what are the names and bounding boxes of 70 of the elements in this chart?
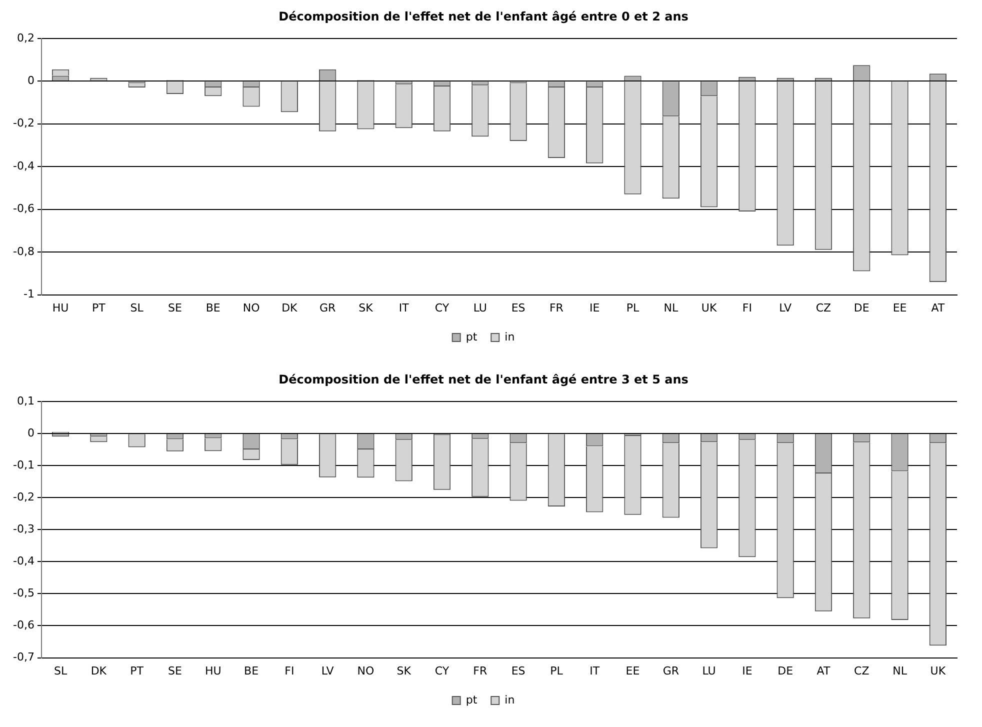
y-tick-label: 0,2 <box>16 31 34 44</box>
x-tick-label: GR <box>662 664 680 678</box>
x-tick-label: BE <box>206 301 220 314</box>
x-tick-label: NO <box>357 664 374 678</box>
x-tick-label: LU <box>702 664 716 678</box>
x-tick-label: PT <box>130 664 144 678</box>
x-tick-label: IE <box>742 664 752 678</box>
x-tick-label: ES <box>511 664 526 678</box>
x-tick-label: LV <box>779 301 792 314</box>
y-tick-label: 0 <box>27 74 34 87</box>
y-tick-label: -0,4 <box>12 159 34 172</box>
x-tick-label: GR <box>319 301 336 314</box>
x-tick-label: DE <box>778 664 794 678</box>
x-tick-label: CY <box>434 664 450 678</box>
x-tick-label: LV <box>321 664 334 678</box>
x-tick-label: NL <box>892 664 908 678</box>
x-tick-label: SE <box>168 664 182 678</box>
x-tick-label: DK <box>90 664 108 678</box>
y-tick-label: -0,6 <box>12 202 34 216</box>
y-tick-label: 0 <box>27 426 34 440</box>
y-tick-label: -0,8 <box>12 244 34 258</box>
x-tick-label: DE <box>854 301 870 314</box>
legend-label: pt <box>466 330 478 344</box>
y-tick-label: 0,1 <box>16 394 34 408</box>
x-tick-label: AT <box>931 301 945 314</box>
x-tick-label: FI <box>284 664 294 678</box>
legend-label: pt <box>466 693 478 706</box>
y-tick-label: -0,7 <box>12 650 34 664</box>
x-tick-label: AT <box>816 664 830 678</box>
x-tick-label: PT <box>92 301 106 314</box>
x-tick-label: NL <box>664 301 679 314</box>
x-tick-label: IT <box>590 664 600 678</box>
x-tick-label: ES <box>511 301 526 314</box>
y-tick-label: -0,4 <box>12 554 34 568</box>
x-tick-label: IE <box>590 301 600 314</box>
x-tick-label: FI <box>742 301 752 314</box>
x-tick-label: PL <box>626 301 640 314</box>
x-tick-label: BE <box>244 664 259 678</box>
x-tick-label: CZ <box>854 664 870 678</box>
y-tick-label: -0,6 <box>12 618 34 632</box>
chart-title: Décomposition de l'effet net de l'enfant âgé entre 0 et 2 ans <box>278 9 688 24</box>
x-tick-label: UK <box>701 301 718 314</box>
x-tick-label: IT <box>398 301 410 314</box>
x-tick-label: CZ <box>816 301 832 314</box>
x-tick-label: SL <box>130 301 144 314</box>
y-tick-label: -0,2 <box>12 116 34 130</box>
x-tick-label: SL <box>54 664 68 678</box>
y-tick-label: -1 <box>23 288 34 301</box>
chart-title: Décomposition de l'effet net de l'enfant âgé entre 3 et 5 ans <box>278 372 688 386</box>
x-tick-label: CY <box>434 301 450 314</box>
y-tick-label: -0,2 <box>12 490 34 504</box>
x-tick-label: DK <box>282 301 298 314</box>
x-tick-label: HU <box>204 664 222 678</box>
x-tick-label: LU <box>473 301 487 314</box>
x-tick-label: SK <box>396 664 412 678</box>
x-tick-label: UK <box>930 664 946 678</box>
x-tick-label: EE <box>892 301 907 314</box>
legend-label: in <box>504 330 515 344</box>
x-tick-label: EE <box>626 664 640 678</box>
y-tick-label: -0,1 <box>12 458 34 472</box>
x-tick-label: HU <box>52 301 69 314</box>
legend-label: in <box>504 693 515 706</box>
y-tick-label: -0,3 <box>12 522 34 536</box>
x-tick-label: FR <box>549 301 564 314</box>
x-tick-label: FR <box>473 664 488 678</box>
x-tick-label: NO <box>242 301 260 314</box>
x-tick-label: SE <box>168 301 182 314</box>
x-tick-label: PL <box>550 664 564 678</box>
y-tick-label: -0,5 <box>12 586 34 600</box>
x-tick-label: SK <box>358 301 374 314</box>
